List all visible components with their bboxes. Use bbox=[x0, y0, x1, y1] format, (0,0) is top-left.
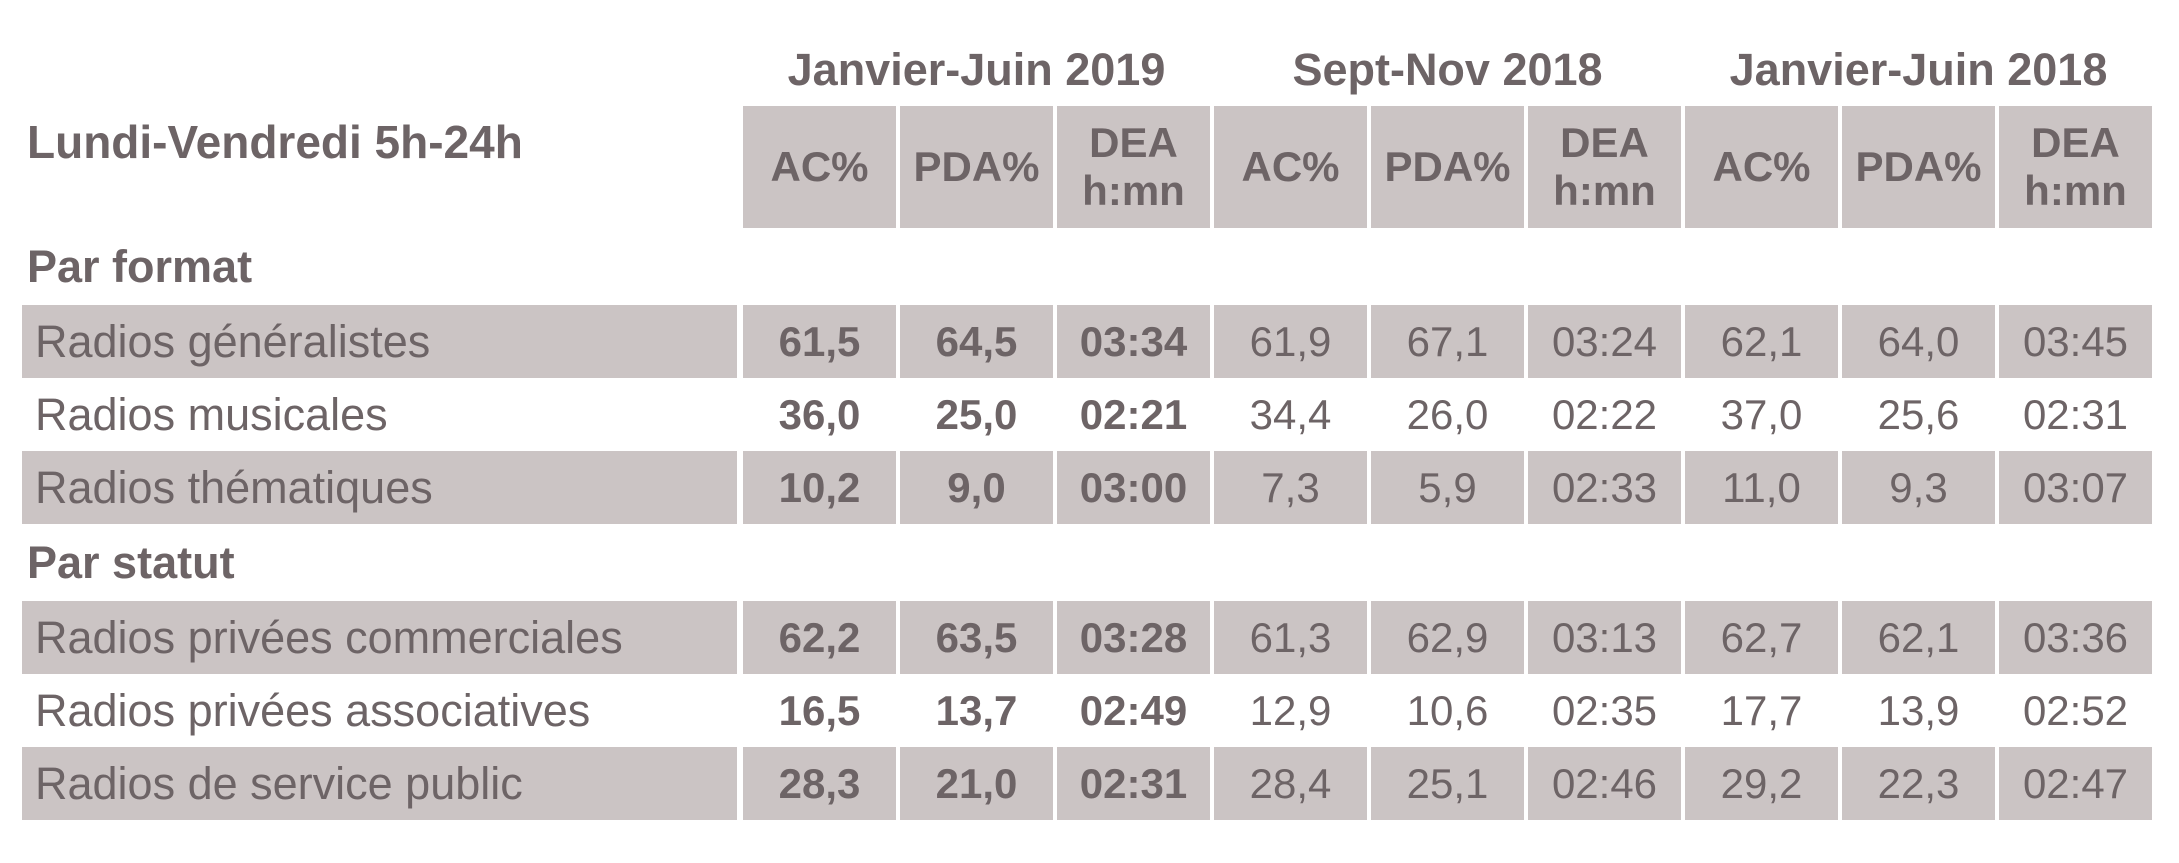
data-cell: 9,0 bbox=[900, 451, 1053, 524]
data-cell: 62,1 bbox=[1842, 601, 1995, 674]
data-cell: 13,7 bbox=[935, 686, 1018, 734]
data-cell: 03:00 bbox=[1057, 451, 1210, 524]
data-cell: 02:47 bbox=[1999, 747, 2152, 820]
audience-table: Janvier-Juin 2019 Sept-Nov 2018 Janvier-… bbox=[22, 36, 2152, 820]
group-header-janvier-juin-2019: Janvier-Juin 2019 bbox=[787, 44, 1166, 95]
data-cell: 25,6 bbox=[1877, 390, 1960, 438]
data-cell: 64,5 bbox=[900, 305, 1053, 378]
data-cell: 12,9 bbox=[1249, 686, 1332, 734]
data-cell: 26,0 bbox=[1406, 390, 1489, 438]
data-cell: 25,1 bbox=[1371, 747, 1524, 820]
section-header-par-statut: Par statut bbox=[22, 524, 2152, 601]
table-row-radios-generalistes: Radios généralistes 61,5 64,5 03:34 61,9… bbox=[22, 305, 2152, 378]
data-cell: 61,5 bbox=[743, 305, 896, 378]
data-cell: 5,9 bbox=[1371, 451, 1524, 524]
data-cell: 63,5 bbox=[900, 601, 1053, 674]
data-cell: 67,1 bbox=[1371, 305, 1524, 378]
data-cell: 03:45 bbox=[1999, 305, 2152, 378]
section-header-par-format: Par format bbox=[22, 228, 2152, 305]
data-cell: 21,0 bbox=[900, 747, 1053, 820]
row-label: Radios de service public bbox=[22, 747, 737, 820]
data-cell: 13,9 bbox=[1877, 686, 1960, 734]
group-header-spacer bbox=[22, 36, 737, 92]
data-cell: 02:33 bbox=[1528, 451, 1681, 524]
group-header-janvier-juin-2018: Janvier-Juin 2018 bbox=[1729, 44, 2108, 95]
data-cell: 03:07 bbox=[1999, 451, 2152, 524]
section-label: Par statut bbox=[27, 536, 235, 588]
data-cell: 36,0 bbox=[778, 390, 861, 438]
data-cell: 62,9 bbox=[1371, 601, 1524, 674]
row-label: Radios musicales bbox=[35, 388, 388, 440]
col-header-ac-2019: AC% bbox=[743, 106, 896, 228]
row-label: Radios généralistes bbox=[22, 305, 737, 378]
row-label: Radios privées associatives bbox=[35, 684, 591, 736]
table-row-radios-musicales: Radios musicales 36,0 25,0 02:21 34,4 26… bbox=[22, 378, 2152, 451]
data-cell: 03:28 bbox=[1057, 601, 1210, 674]
data-cell: 61,3 bbox=[1214, 601, 1367, 674]
data-cell: 61,9 bbox=[1214, 305, 1367, 378]
data-cell: 02:31 bbox=[2022, 390, 2129, 438]
data-cell: 02:22 bbox=[1551, 390, 1658, 438]
data-cell: 22,3 bbox=[1842, 747, 1995, 820]
col-header-ac-septnov: AC% bbox=[1214, 106, 1367, 228]
data-cell: 28,3 bbox=[743, 747, 896, 820]
data-cell: 02:31 bbox=[1057, 747, 1210, 820]
data-cell: 02:52 bbox=[2022, 686, 2129, 734]
col-header-dea-2018: DEA h:mn bbox=[1999, 106, 2152, 228]
col-header-dea-septnov: DEA h:mn bbox=[1528, 106, 1681, 228]
table-row-radios-thematiques: Radios thématiques 10,2 9,0 03:00 7,3 5,… bbox=[22, 451, 2152, 524]
data-cell: 02:35 bbox=[1551, 686, 1658, 734]
col-header-dea-2019: DEA h:mn bbox=[1057, 106, 1210, 228]
table-row-radios-privees-commerciales: Radios privées commerciales 62,2 63,5 03… bbox=[22, 601, 2152, 674]
data-cell: 29,2 bbox=[1685, 747, 1838, 820]
column-header-row: Lundi-Vendredi 5h-24h AC% PDA% DEA h:mn … bbox=[22, 106, 2152, 228]
data-cell: 9,3 bbox=[1842, 451, 1995, 524]
data-cell: 10,6 bbox=[1406, 686, 1489, 734]
col-header-pda-septnov: PDA% bbox=[1371, 106, 1524, 228]
data-cell: 37,0 bbox=[1720, 390, 1803, 438]
col-header-pda-2018: PDA% bbox=[1842, 106, 1995, 228]
section-label: Par format bbox=[27, 240, 253, 292]
col-header-ac-2018: AC% bbox=[1685, 106, 1838, 228]
data-cell: 28,4 bbox=[1214, 747, 1367, 820]
data-cell: 03:13 bbox=[1528, 601, 1681, 674]
data-cell: 03:36 bbox=[1999, 601, 2152, 674]
data-cell: 02:49 bbox=[1079, 686, 1188, 734]
data-cell: 62,1 bbox=[1685, 305, 1838, 378]
row-label: Radios privées commerciales bbox=[22, 601, 737, 674]
data-cell: 02:46 bbox=[1528, 747, 1681, 820]
data-cell: 62,7 bbox=[1685, 601, 1838, 674]
row-label: Radios thématiques bbox=[22, 451, 737, 524]
data-cell: 10,2 bbox=[743, 451, 896, 524]
data-cell: 62,2 bbox=[743, 601, 896, 674]
data-cell: 34,4 bbox=[1249, 390, 1332, 438]
data-cell: 02:21 bbox=[1079, 390, 1188, 438]
data-cell: 16,5 bbox=[778, 686, 861, 734]
data-cell: 11,0 bbox=[1685, 451, 1838, 524]
table-row-radios-de-service-public: Radios de service public 28,3 21,0 02:31… bbox=[22, 747, 2152, 820]
col-header-pda-2019: PDA% bbox=[900, 106, 1053, 228]
data-cell: 17,7 bbox=[1720, 686, 1803, 734]
group-header-row: Janvier-Juin 2019 Sept-Nov 2018 Janvier-… bbox=[22, 36, 2152, 92]
data-cell: 64,0 bbox=[1842, 305, 1995, 378]
table-row-radios-privees-associatives: Radios privées associatives 16,5 13,7 02… bbox=[22, 674, 2152, 747]
data-cell: 25,0 bbox=[935, 390, 1018, 438]
data-cell: 03:34 bbox=[1057, 305, 1210, 378]
group-header-sept-nov-2018: Sept-Nov 2018 bbox=[1292, 44, 1603, 95]
data-cell: 03:24 bbox=[1528, 305, 1681, 378]
table-title: Lundi-Vendredi 5h-24h bbox=[27, 116, 523, 168]
data-cell: 7,3 bbox=[1214, 451, 1367, 524]
